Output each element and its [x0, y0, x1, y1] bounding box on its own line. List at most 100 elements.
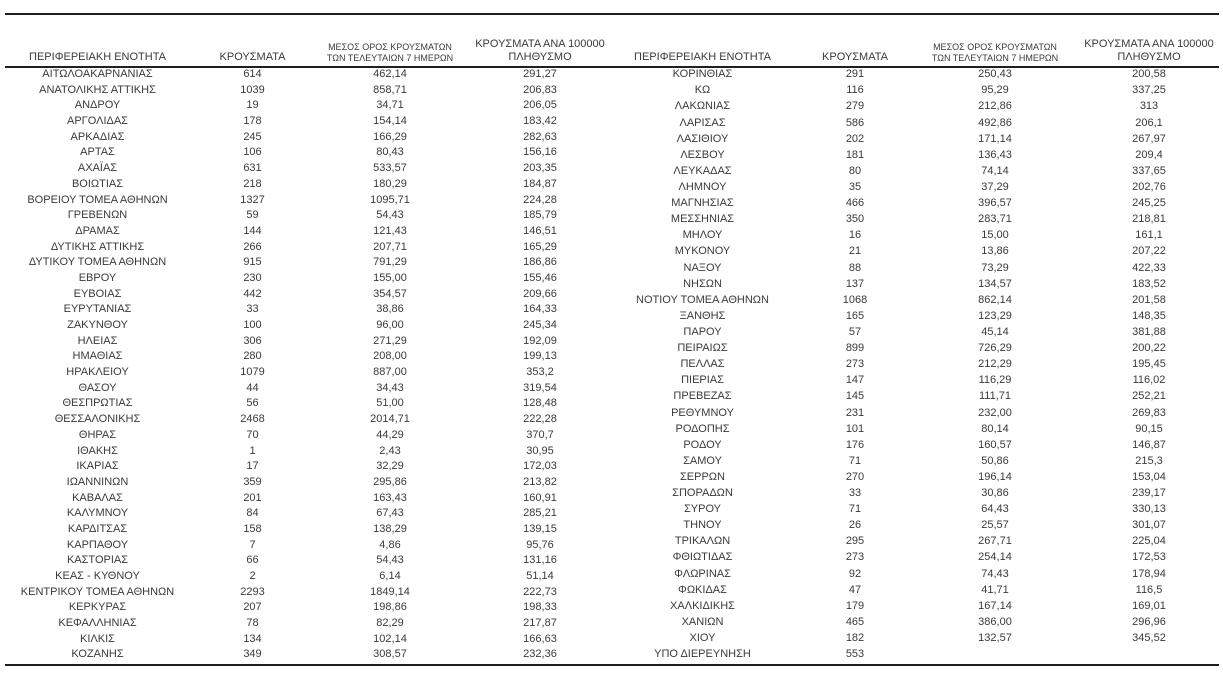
cases-cell: 280	[243, 350, 262, 363]
avg7-cell: 13,86	[981, 245, 1009, 258]
table-row: ΑΡΚΑΔΙΑΣ 245 166,29 282,63	[0, 130, 610, 146]
cases-cell: 158	[243, 522, 262, 535]
cases-cell: 202	[845, 132, 865, 145]
region-cell: ΑΡΤΑΣ	[80, 146, 115, 159]
avg7-cell: 123,29	[978, 309, 1012, 322]
table-row: ΚΟΡΙΝΘΙΑΣ 291 250,43 200,58	[610, 67, 1223, 83]
avg7-cell: 308,57	[373, 648, 407, 661]
region-cell: ΚΕΝΤΡΙΚΟΥ ΤΟΜΕΑ ΑΘΗΝΩΝ	[20, 585, 175, 598]
region-cell: ΠΙΕΡΙΑΣ	[681, 374, 724, 387]
avg7-cell: 74,43	[981, 567, 1009, 580]
cases-cell: 2468	[240, 413, 265, 426]
avg7-cell: 132,57	[978, 632, 1012, 645]
table-row: ΚΕΡΚΥΡΑΣ 207 198,86 198,33	[0, 600, 610, 616]
per100k-cell: 319,54	[523, 381, 557, 394]
table-row: ΣΑΜΟΥ 71 50,86 215,3	[610, 454, 1223, 470]
cases-cell: 17	[246, 460, 259, 473]
region-cell: ΝΑΞΟΥ	[683, 261, 722, 274]
cases-cell: 35	[848, 180, 862, 193]
table-header: ΠΕΡΙΦΕΡΕΙΑΚΗ ΕΝΟΤΗΤΑ ΚΡΟΥΣΜΑΤΑ ΜΕΣΟΣ ΟΡΟ…	[0, 0, 610, 67]
cases-column-header: ΚΡΟΥΣΜΑΤΑ	[795, 0, 915, 67]
per100k-cell: 200,22	[1132, 342, 1166, 355]
cases-cell: 218	[243, 177, 262, 190]
table-row: ΑΝΑΤΟΛΙΚΗΣ ΑΤΤΙΚΗΣ 1039 858,71 206,83	[0, 83, 610, 99]
cases-cell: 147	[845, 374, 865, 387]
table-row: ΛΑΚΩΝΙΑΣ 279 212,86 313	[610, 99, 1223, 115]
per100k-cell: 172,03	[523, 460, 557, 473]
cases-cell: 207	[243, 601, 262, 614]
table-row: ΠΕΙΡΑΙΩΣ 899 726,29 200,22	[610, 341, 1223, 357]
avg7-cell: 50,86	[981, 454, 1009, 467]
table-row: ΑΙΤΩΛΟΑΚΑΡΝΑΝΙΑΣ 614 462,14 291,27	[0, 67, 610, 83]
region-cell: ΑΧΑΪΑΣ	[77, 162, 118, 175]
cases-cell: 145	[845, 390, 865, 403]
table-header: ΠΕΡΙΦΕΡΕΙΑΚΗ ΕΝΟΤΗΤΑ ΚΡΟΥΣΜΑΤΑ ΜΕΣΟΣ ΟΡΟ…	[610, 0, 1223, 67]
avg7-cell: 208,00	[373, 350, 407, 363]
table-row: ΛΑΡΙΣΑΣ 586 492,86 206,1	[610, 115, 1223, 131]
avg7-cell: 95,29	[981, 84, 1009, 97]
table-row: ΤΗΝΟΥ 26 25,57 301,07	[610, 518, 1223, 534]
avg7-cell: 396,57	[978, 197, 1012, 210]
per100k-cell: 215,3	[1135, 454, 1163, 467]
region-cell: ΚΕΑΣ - ΚΥΘΝΟΥ	[55, 570, 140, 582]
per100k-cell: 116,02	[1132, 374, 1166, 387]
region-cell: ΖΑΚΥΝΘΟΥ	[67, 319, 128, 331]
per100k-cell: 222,73	[523, 585, 557, 598]
avg7-cell: 887,00	[373, 366, 407, 379]
cases-cell: 631	[243, 162, 262, 175]
region-cell: ΑΙΤΩΛΟΑΚΑΡΝΑΝΙΑΣ	[42, 68, 153, 80]
region-cell: ΚΟΖΑΝΗΣ	[71, 648, 124, 661]
avg7-cell: 54,43	[376, 554, 404, 567]
cases-cell: 2293	[240, 585, 265, 598]
cases-cell: 295	[845, 535, 865, 548]
region-cell: ΑΝΔΡΟΥ	[74, 99, 121, 112]
per100k-cell: 207,22	[1132, 245, 1166, 258]
avg7-cell: 34,71	[376, 99, 404, 112]
cases-cell: 80	[848, 164, 862, 177]
avg7-cell: 154,14	[373, 115, 407, 128]
table-body-left: ΑΙΤΩΛΟΑΚΑΡΝΑΝΙΑΣ 614 462,14 291,27 ΑΝΑΤΟΛΙΚΗ…	[0, 67, 610, 663]
per100k-cell: 165,29	[523, 240, 557, 253]
per100k-cell: 131,16	[523, 554, 557, 567]
table-row: ΡΟΔΟΠΗΣ 101 80,14 90,15	[610, 421, 1223, 437]
region-cell: ΕΥΒΟΙΑΣ	[73, 287, 122, 300]
per100k-cell: 153,04	[1132, 470, 1166, 483]
per100k-cell: 381,88	[1132, 325, 1166, 338]
region-cell: ΜΑΓΝΗΣΙΑΣ	[671, 197, 734, 210]
region-cell: ΣΕΡΡΩΝ	[680, 470, 725, 483]
cases-cell: 201	[243, 491, 262, 504]
region-cell: ΤΡΙΚΑΛΩΝ	[674, 535, 731, 548]
region-cell: ΜΗΛΟΥ	[682, 229, 723, 242]
table-row: ΜΑΓΝΗΣΙΑΣ 466 396,57 245,25	[610, 196, 1223, 212]
table-row: ΓΡΕΒΕΝΩΝ 59 54,43 185,79	[0, 208, 610, 224]
table-row: ΒΟΡΕΙΟΥ ΤΟΜΕΑ ΑΘΗΝΩΝ 1327 1095,71 224,28	[0, 193, 610, 209]
per100k-cell: 146,87	[1132, 438, 1166, 451]
table-row: ΠΑΡΟΥ 57 45,14 381,88	[610, 325, 1223, 341]
region-cell: ΦΛΩΡΙΝΑΣ	[674, 567, 731, 580]
region-cell: ΒΟΙΩΤΙΑΣ	[71, 177, 124, 190]
cases-cell: 144	[243, 224, 262, 237]
table-row: ΤΡΙΚΑΛΩΝ 295 267,71 225,04	[610, 534, 1223, 550]
avg7-cell: 32,29	[376, 460, 404, 473]
region-cell: ΚΩ	[694, 84, 711, 97]
region-cell: ΘΑΣΟΥ	[78, 381, 117, 394]
avg7-cell: 386,00	[978, 615, 1012, 628]
table-row: ΞΑΝΘΗΣ 165 123,29 148,35	[610, 309, 1223, 325]
table-row: ΣΥΡΟΥ 71 64,43 330,13	[610, 502, 1223, 518]
per100k-cell: 224,28	[523, 193, 557, 206]
table-row: ΣΕΡΡΩΝ 270 196,14 153,04	[610, 470, 1223, 486]
per100k-cell: 183,52	[1132, 277, 1166, 290]
region-cell: ΛΕΥΚΑΔΑΣ	[673, 164, 732, 177]
table-row: ΚΕΦΑΛΛΗΝΙΑΣ 78 82,29 217,87	[0, 616, 610, 632]
per100k-cell: 51,14	[526, 570, 554, 582]
cases-cell: 88	[848, 261, 862, 274]
avg7-cell: 96,00	[376, 319, 404, 331]
table-row: ΙΘΑΚΗΣ 1 2,43 30,95	[0, 444, 610, 460]
cases-cell: 270	[845, 470, 865, 483]
avg7-cell: 271,29	[373, 334, 407, 347]
avg7-cell: 254,14	[978, 551, 1012, 564]
region-cell: ΤΗΝΟΥ	[683, 519, 722, 532]
cases-cell: 273	[845, 551, 865, 564]
avg7-cell: 45,14	[981, 325, 1009, 338]
per100k-cell: 269,83	[1132, 406, 1166, 419]
